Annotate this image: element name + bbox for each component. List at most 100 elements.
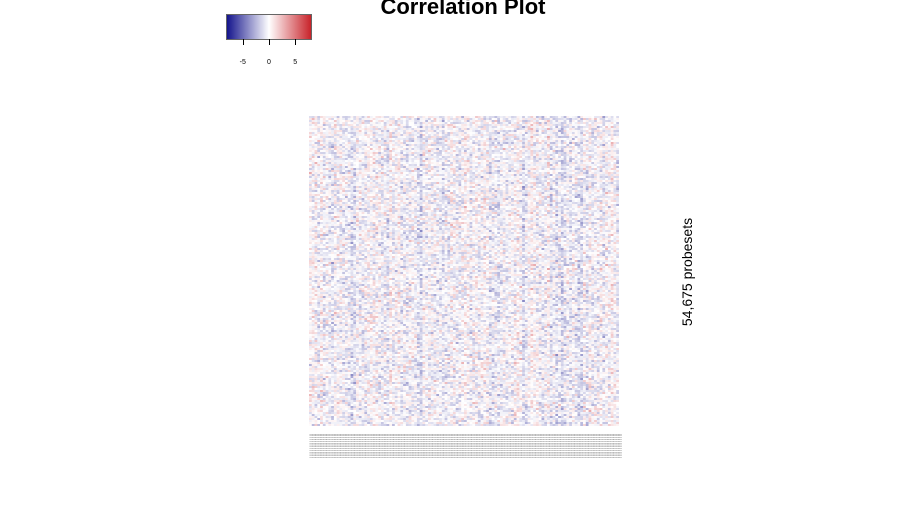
heatmap-cell	[347, 204, 351, 207]
heatmap-cell	[585, 126, 589, 129]
heatmap-cell	[574, 146, 578, 149]
heatmap-cell	[400, 148, 404, 151]
heatmap-cell	[433, 188, 437, 191]
heatmap-cell	[350, 128, 354, 131]
heatmap-cell	[436, 180, 440, 183]
heatmap-cell	[320, 140, 324, 143]
heatmap-cell	[369, 160, 373, 163]
heatmap-cell	[328, 134, 332, 137]
heatmap-cell	[350, 168, 354, 171]
heatmap-cell	[320, 146, 324, 149]
heatmap-cell	[602, 150, 606, 153]
heatmap-cell	[314, 196, 318, 199]
heatmap-cell	[331, 156, 335, 159]
heatmap-cell	[480, 178, 484, 181]
heatmap-cell	[425, 186, 429, 189]
heatmap-cell	[480, 160, 484, 163]
heatmap-cell	[513, 176, 517, 179]
heatmap-cell	[375, 172, 379, 175]
heatmap-cell	[488, 138, 492, 141]
heatmap-cell	[497, 196, 501, 199]
heatmap-cell	[605, 164, 609, 167]
heatmap-cell	[511, 136, 515, 139]
heatmap-cell	[588, 178, 592, 181]
heatmap-cell	[405, 166, 409, 169]
heatmap-cell	[469, 124, 473, 127]
heatmap-cell	[386, 174, 390, 177]
heatmap-cell	[428, 164, 431, 167]
heatmap-cell	[511, 180, 515, 183]
heatmap-cell	[499, 198, 503, 201]
heatmap-cell	[314, 150, 318, 153]
heatmap-cell	[558, 140, 562, 143]
heatmap-cell	[613, 196, 617, 199]
heatmap-cell	[367, 140, 371, 143]
heatmap-cell	[336, 160, 340, 163]
heatmap-cell	[616, 146, 619, 149]
heatmap-cell	[439, 146, 443, 149]
heatmap-cell	[455, 160, 459, 163]
heatmap-cell	[314, 154, 318, 157]
heatmap-cell	[588, 152, 592, 155]
heatmap-cell	[397, 150, 401, 153]
heatmap-cell	[602, 148, 606, 151]
heatmap-cell	[602, 176, 606, 179]
heatmap-cell	[353, 128, 357, 131]
heatmap-cell	[403, 186, 407, 189]
heatmap-cell	[475, 144, 479, 147]
heatmap-cell	[320, 130, 324, 133]
heatmap-cell	[353, 116, 357, 119]
heatmap-cell	[339, 168, 343, 171]
heatmap-cell	[547, 124, 551, 127]
heatmap-cell	[574, 142, 578, 145]
heatmap-cell	[505, 142, 509, 145]
heatmap-cell	[408, 188, 412, 191]
heatmap-cell	[383, 146, 387, 149]
heatmap-cell	[444, 198, 448, 201]
heatmap-cell	[613, 184, 617, 187]
heatmap-cell	[599, 202, 603, 205]
heatmap-cell	[477, 164, 481, 167]
heatmap-cell	[466, 118, 470, 121]
heatmap-cell	[342, 140, 346, 143]
heatmap-cell	[488, 128, 492, 131]
heatmap-cell	[389, 146, 393, 149]
heatmap-cell	[444, 170, 448, 173]
heatmap-cell	[477, 156, 481, 159]
heatmap-cell	[350, 136, 354, 139]
heatmap-cell	[328, 136, 332, 139]
heatmap-cell	[392, 158, 396, 161]
heatmap-cell	[530, 202, 534, 205]
heatmap-cell	[613, 172, 617, 175]
heatmap-cell	[491, 172, 495, 175]
heatmap-cell	[342, 152, 346, 155]
heatmap-cell	[394, 152, 398, 155]
heatmap-cell	[414, 178, 418, 181]
heatmap-cell	[577, 124, 581, 127]
heatmap-cell	[616, 152, 619, 155]
heatmap-cell	[320, 160, 324, 163]
heatmap-cell	[331, 166, 335, 169]
heatmap-cell	[469, 174, 473, 177]
heatmap-cell	[405, 186, 409, 189]
heatmap-cell	[455, 158, 459, 161]
heatmap-cell	[436, 186, 440, 189]
heatmap-cell	[522, 184, 526, 187]
heatmap-cell	[394, 194, 398, 197]
heatmap-cell	[347, 164, 351, 167]
heatmap-cell	[596, 132, 600, 135]
heatmap-cell	[488, 202, 492, 205]
heatmap-cell	[577, 192, 581, 195]
heatmap-cell	[364, 204, 368, 207]
heatmap-cell	[309, 118, 312, 121]
heatmap-cell	[320, 196, 324, 199]
heatmap-cell	[508, 172, 512, 175]
heatmap-cell	[375, 188, 379, 191]
heatmap-cell	[452, 132, 456, 135]
heatmap-cell	[383, 128, 387, 131]
heatmap-cell	[344, 182, 348, 185]
heatmap-cell	[416, 186, 420, 189]
heatmap-cell	[339, 152, 343, 155]
heatmap-cell	[516, 152, 520, 155]
heatmap-cell	[522, 118, 526, 121]
